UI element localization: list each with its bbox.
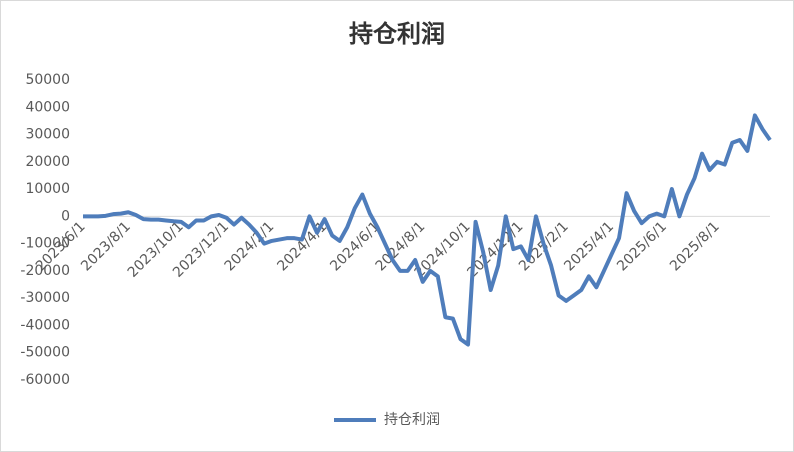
y-tick-label: -60000 (20, 372, 70, 388)
series-line (83, 113, 772, 347)
y-tick-label: 40000 (25, 99, 70, 115)
y-tick-label: -30000 (20, 290, 70, 306)
y-tick-label: 30000 (25, 127, 70, 143)
legend-label: 持仓利润 (384, 412, 440, 428)
y-tick-label: 10000 (25, 181, 70, 197)
chart-title: 持仓利润 (349, 20, 445, 48)
y-tick-label: 20000 (25, 154, 70, 170)
y-tick-label: -20000 (20, 263, 70, 279)
y-tick-label: 0 (61, 208, 70, 224)
y-tick-label: -40000 (20, 317, 70, 333)
y-tick-label: 50000 (25, 72, 70, 88)
y-tick-label: -50000 (20, 345, 70, 361)
y-tick-label: -10000 (20, 236, 70, 252)
